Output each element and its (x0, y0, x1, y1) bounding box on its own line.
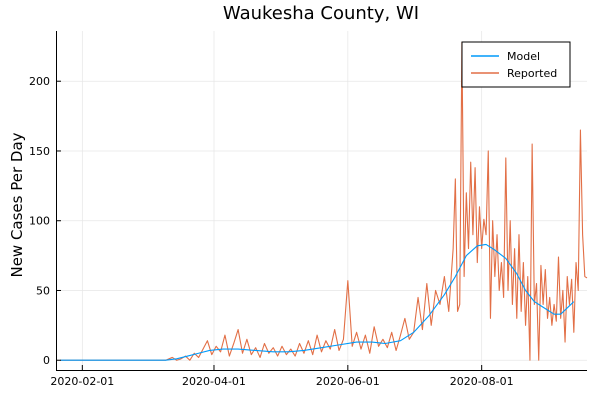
x-tick-label: 2020-04-01 (182, 375, 246, 388)
chart-title: Waukesha County, WI (223, 3, 419, 24)
y-axis-label: New Cases Per Day (8, 132, 26, 277)
y-tick-label: 150 (29, 145, 50, 158)
legend-box (461, 41, 571, 88)
y-tick-label: 0 (43, 354, 50, 367)
series-line-reported (60, 41, 588, 361)
y-tick-label: 200 (29, 75, 50, 88)
y-tick-label: 50 (36, 284, 50, 297)
legend: Model Reported (461, 41, 571, 88)
x-tick-label: 2020-02-01 (50, 375, 114, 388)
legend-label-reported: Reported (507, 67, 557, 80)
y-ticks: 0 50 100 150 200 (29, 75, 61, 367)
x-tick-label: 2020-06-01 (316, 375, 380, 388)
y-tick-label: 100 (29, 215, 50, 228)
legend-label-model: Model (507, 50, 540, 63)
x-tick-label: 2020-08-01 (450, 375, 514, 388)
series-layer (60, 41, 588, 361)
x-ticks: 2020-02-01 2020-04-01 2020-06-01 2020-08-01 (50, 365, 514, 388)
series-line-model (60, 243, 575, 361)
